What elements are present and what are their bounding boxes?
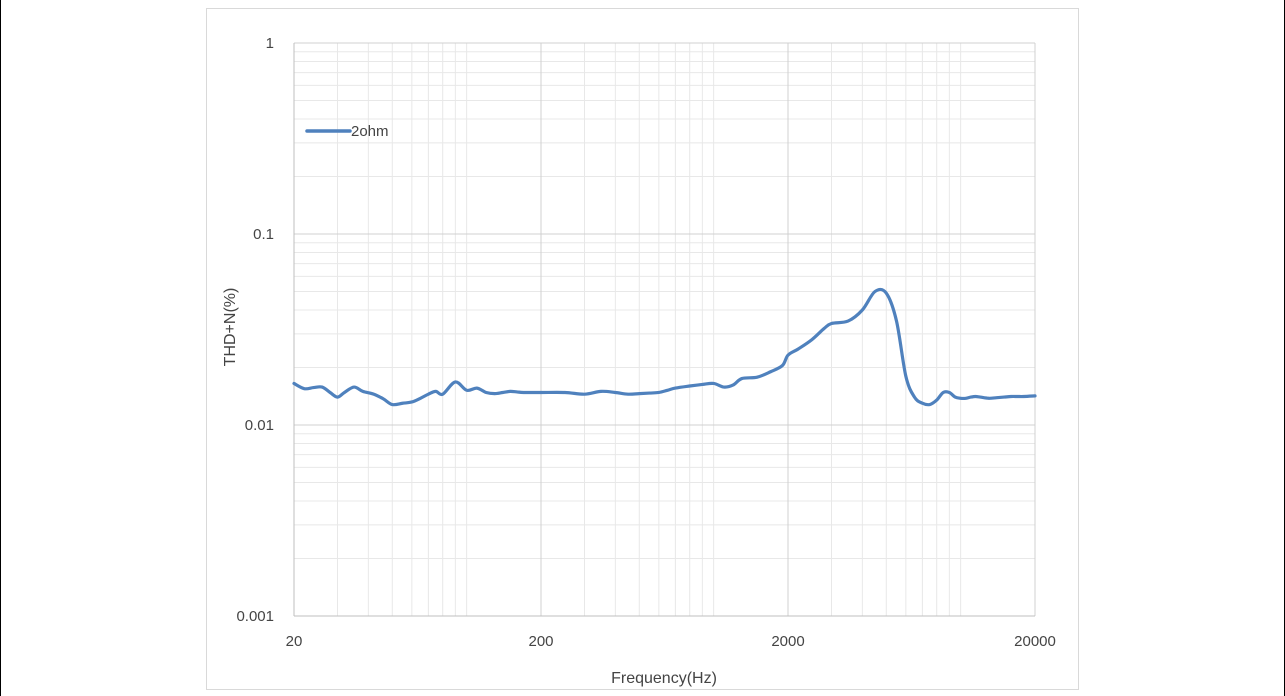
series-line-2ohm	[292, 287, 1037, 407]
y-axis-title: THD+N(%)	[222, 288, 239, 367]
x-axis-title: Frequency(Hz)	[611, 670, 717, 687]
x-tick-label: 200	[528, 633, 553, 650]
major-gridlines	[293, 42, 1036, 617]
x-tick-label: 20000	[1014, 633, 1056, 650]
y-tick-label: 0.1	[253, 226, 274, 243]
y-tick-label: 1	[266, 35, 274, 52]
tick-labels: 20 200 2000 20000 1 0.1 0.01 0.001	[236, 35, 1055, 650]
x-tick-label: 2000	[771, 633, 804, 650]
y-tick-label: 0.01	[245, 417, 274, 434]
legend-label-2ohm: 2ohm	[351, 123, 389, 140]
minor-gridlines	[294, 43, 1035, 616]
x-tick-label: 20	[286, 633, 303, 650]
chart-svg: 20 200 2000 20000 1 0.1 0.01 0.001 Frequency(Hz…	[222, 35, 1056, 687]
series-layer	[292, 287, 1037, 407]
y-tick-label: 0.001	[236, 608, 274, 625]
chart-container: 20 200 2000 20000 1 0.1 0.01 0.001 Frequency(Hz…	[206, 8, 1079, 690]
legend: 2ohm	[305, 123, 389, 140]
